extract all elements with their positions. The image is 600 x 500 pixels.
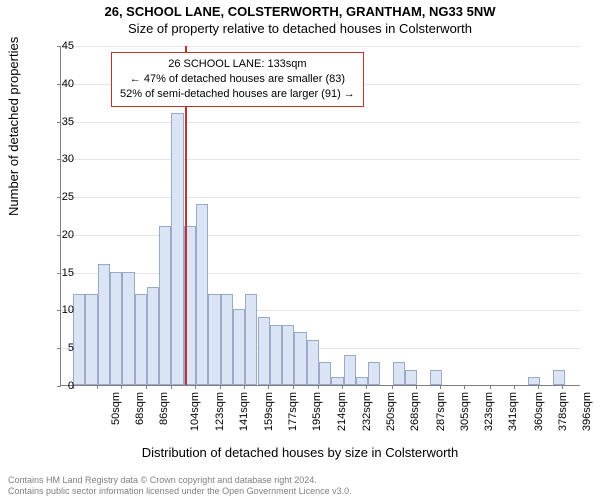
histogram-bar: [221, 294, 233, 385]
x-tick-mark: [392, 385, 393, 389]
x-tick-mark: [318, 385, 319, 389]
x-tick-mark: [538, 385, 539, 389]
x-tick-label: 287sqm: [435, 392, 447, 431]
histogram-bar: [430, 370, 442, 385]
x-tick-label: 305sqm: [459, 392, 471, 431]
histogram-bar: [135, 294, 147, 385]
page-root: 26, SCHOOL LANE, COLSTERWORTH, GRANTHAM,…: [0, 0, 600, 500]
gridline: [61, 197, 580, 198]
x-tick-mark: [342, 385, 343, 389]
histogram-bar: [171, 113, 183, 385]
histogram-bar: [331, 377, 343, 385]
x-tick-label: 141sqm: [239, 392, 251, 431]
gridline: [61, 235, 580, 236]
x-tick-label: 360sqm: [533, 392, 545, 431]
histogram-bar: [98, 264, 110, 385]
x-tick-label: 195sqm: [311, 392, 323, 431]
y-tick-label: 45: [44, 40, 74, 52]
x-tick-label: 159sqm: [263, 392, 275, 431]
x-tick-mark: [220, 385, 221, 389]
gridline: [61, 159, 580, 160]
y-tick-label: 25: [44, 191, 74, 203]
x-tick-mark: [268, 385, 269, 389]
x-tick-mark: [171, 385, 172, 389]
annotation-line-3: 52% of semi-detached houses are larger (…: [120, 87, 355, 102]
y-tick-label: 40: [44, 78, 74, 90]
histogram-bar: [110, 272, 122, 385]
titles: 26, SCHOOL LANE, COLSTERWORTH, GRANTHAM,…: [0, 4, 600, 36]
histogram-bar: [307, 340, 319, 385]
y-tick-label: 0: [44, 380, 74, 392]
histogram-bar: [528, 377, 540, 385]
x-tick-mark: [416, 385, 417, 389]
x-tick-label: 378sqm: [557, 392, 569, 431]
x-tick-label: 268sqm: [409, 392, 421, 431]
histogram-bar: [73, 294, 85, 385]
x-tick-label: 86sqm: [158, 392, 170, 425]
gridline: [61, 273, 580, 274]
gridline: [61, 122, 580, 123]
x-tick-mark: [562, 385, 563, 389]
x-tick-mark: [244, 385, 245, 389]
histogram-bar: [147, 287, 159, 385]
histogram-bar: [319, 362, 331, 385]
x-tick-mark: [514, 385, 515, 389]
x-tick-label: 214sqm: [337, 392, 349, 431]
x-tick-mark: [121, 385, 122, 389]
x-tick-label: 50sqm: [110, 392, 122, 425]
histogram-bar: [405, 370, 417, 385]
x-tick-mark: [146, 385, 147, 389]
x-tick-mark: [195, 385, 196, 389]
footer-line-2: Contains public sector information licen…: [8, 486, 352, 498]
x-tick-label: 341sqm: [507, 392, 519, 431]
histogram-bar: [196, 204, 208, 385]
x-tick-mark: [440, 385, 441, 389]
histogram-bar: [159, 226, 171, 385]
y-tick-label: 35: [44, 116, 74, 128]
annotation-box: 26 SCHOOL LANE: 133sqm ← 47% of detached…: [111, 52, 364, 107]
x-tick-label: 123sqm: [214, 392, 226, 431]
y-tick-label: 30: [44, 153, 74, 165]
gridline: [61, 46, 580, 47]
histogram-bar: [245, 294, 257, 385]
histogram-bar: [393, 362, 405, 385]
x-tick-mark: [366, 385, 367, 389]
x-tick-label: 232sqm: [361, 392, 373, 431]
x-tick-mark: [464, 385, 465, 389]
x-tick-label: 323sqm: [483, 392, 495, 431]
footer: Contains HM Land Registry data © Crown c…: [8, 475, 352, 498]
footer-line-1: Contains HM Land Registry data © Crown c…: [8, 475, 352, 487]
histogram-bar: [344, 355, 356, 385]
x-tick-label: 396sqm: [581, 392, 593, 431]
histogram-bar: [208, 294, 220, 385]
x-tick-mark: [490, 385, 491, 389]
y-tick-label: 20: [44, 229, 74, 241]
histogram-bar: [270, 325, 282, 385]
histogram-bar: [356, 377, 368, 385]
histogram-bar: [368, 362, 380, 385]
histogram-bar: [282, 325, 294, 385]
plot-area: 26 SCHOOL LANE: 133sqm ← 47% of detached…: [60, 46, 580, 386]
x-tick-label: 104sqm: [189, 392, 201, 431]
annotation-line-1: 26 SCHOOL LANE: 133sqm: [120, 57, 355, 72]
annotation-line-2: ← 47% of detached houses are smaller (83…: [120, 72, 355, 87]
x-tick-label: 177sqm: [287, 392, 299, 431]
histogram-bar: [85, 294, 97, 385]
histogram-bar: [258, 317, 270, 385]
histogram-bar: [294, 332, 306, 385]
x-tick-mark: [97, 385, 98, 389]
x-axis-label: Distribution of detached houses by size …: [0, 445, 600, 460]
y-tick-label: 15: [44, 267, 74, 279]
address-title: 26, SCHOOL LANE, COLSTERWORTH, GRANTHAM,…: [0, 4, 600, 19]
y-tick-label: 5: [44, 342, 74, 354]
subtitle: Size of property relative to detached ho…: [0, 21, 600, 36]
histogram-bar: [122, 272, 134, 385]
x-tick-label: 68sqm: [134, 392, 146, 425]
x-tick-mark: [293, 385, 294, 389]
histogram-bar: [233, 309, 245, 385]
y-axis-label: Number of detached properties: [6, 37, 21, 216]
histogram-bar: [553, 370, 565, 385]
x-tick-label: 250sqm: [385, 392, 397, 431]
y-tick-label: 10: [44, 304, 74, 316]
